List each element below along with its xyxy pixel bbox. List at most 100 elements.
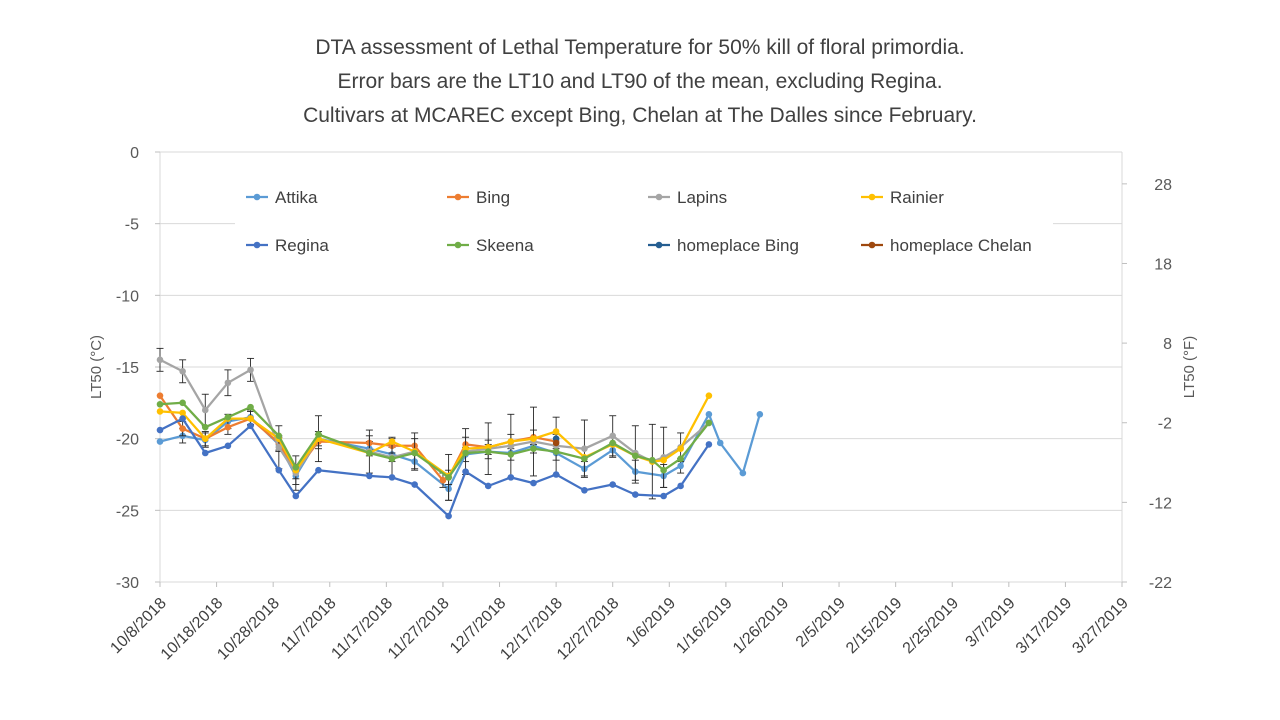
regina-point (275, 466, 283, 474)
lapins-point (247, 366, 254, 374)
skeena-point (632, 452, 639, 460)
skeena-point (581, 455, 588, 463)
y-tick-label: -30 (116, 575, 139, 592)
skeena-point (179, 399, 186, 407)
regina-point (530, 479, 537, 487)
legend-item-bing: Bing (447, 188, 510, 207)
regina-point (445, 512, 452, 520)
y-tick-label: -5 (125, 217, 139, 234)
rainier-point (247, 415, 254, 422)
legend-swatch-marker (655, 241, 663, 249)
y-axis-title: LT50 (°C) (88, 335, 105, 399)
legend-label: homeplace Bing (677, 236, 799, 255)
series-regina (156, 415, 713, 520)
legend-label: Bing (476, 188, 510, 207)
regina-point (581, 486, 588, 494)
legend-swatch-marker (253, 193, 261, 201)
x-tick-label: 1/26/2019 (730, 595, 792, 657)
regina-point (677, 482, 684, 490)
rainier-point (660, 456, 667, 464)
regina-point (247, 422, 254, 430)
skeena-point (660, 466, 667, 474)
skeena-point (552, 448, 560, 455)
x-tick-label: 2/25/2019 (900, 595, 962, 657)
rainier-point (705, 392, 713, 399)
attika-point (739, 469, 747, 477)
skeena-point (201, 423, 209, 431)
legend-item-regina: Regina (246, 236, 329, 255)
skeena-line (159, 401, 710, 479)
bing-point (156, 392, 164, 399)
skeena-point (677, 455, 684, 463)
lapins-point (581, 445, 588, 453)
bing-point (179, 425, 186, 432)
skeena-point (649, 456, 656, 464)
skeena-point (156, 400, 164, 408)
regina-point (552, 471, 560, 478)
attika-point (156, 438, 164, 445)
regina-point (292, 492, 300, 500)
skeena-point (530, 445, 537, 453)
skeena-point (366, 449, 373, 457)
y2-tick-label: -22 (1149, 575, 1172, 592)
x-tick-label: 11/27/2018 (385, 595, 453, 663)
rainier-point (179, 409, 186, 417)
rainier-point (530, 435, 537, 442)
lapins-point (275, 443, 283, 451)
legend-swatch-marker (454, 193, 462, 201)
legend-item-attika: Attika (246, 188, 318, 207)
skeena-point (507, 451, 515, 458)
x-tick-label: 12/27/2018 (554, 595, 623, 664)
legend-item-homeplace-chelan: homeplace Chelan (861, 236, 1032, 255)
y-tick-label: -20 (116, 432, 139, 449)
skeena-point (445, 474, 452, 481)
skeena-point (705, 419, 713, 427)
rainier-point (201, 435, 209, 442)
regina-point (660, 492, 667, 500)
x-tick-label: 1/6/2019 (623, 595, 679, 651)
lapins-point (224, 379, 232, 387)
skeena-point (275, 432, 283, 440)
y2-tick-label: 8 (1163, 336, 1172, 353)
x-tick-label: 11/7/2018 (278, 595, 340, 657)
skeena-point (224, 413, 232, 421)
rainier-point (552, 428, 560, 435)
skeena-point (247, 403, 254, 411)
regina-point (462, 468, 469, 475)
rainier-point (677, 445, 684, 453)
regina-point (632, 491, 639, 498)
legend-item-skeena: Skeena (447, 236, 534, 255)
x-tick-label: 1/16/2019 (673, 595, 735, 657)
y-tick-label: 0 (130, 145, 139, 162)
regina-point (388, 474, 396, 481)
y-tick-label: -10 (116, 288, 139, 305)
legend-swatch-marker (868, 241, 876, 249)
legend-swatch-marker (868, 193, 876, 201)
regina-point (507, 474, 515, 481)
regina-point (411, 481, 418, 488)
x-tick-label: 2/15/2019 (843, 595, 905, 657)
y2-tick-label: -12 (1149, 495, 1172, 512)
chart-title-line-2: Error bars are the LT10 and LT90 of the … (337, 70, 943, 93)
legend-swatch-marker (454, 241, 462, 249)
x-tick-label: 10/28/2018 (214, 595, 283, 664)
legend-label: Regina (275, 236, 329, 255)
lapins-point (201, 406, 209, 414)
rainier-point (507, 438, 515, 445)
legend-label: homeplace Chelan (890, 236, 1032, 255)
bing-line (159, 395, 557, 482)
y2-tick-label: 18 (1154, 256, 1172, 273)
legend-box (235, 172, 1053, 267)
regina-point (609, 481, 617, 488)
skeena-point (292, 464, 300, 471)
chart-title-line-1: DTA assessment of Lethal Temperature for… (315, 36, 965, 59)
attika-point (716, 439, 724, 447)
skeena-point (462, 449, 469, 457)
skeena-point (609, 439, 617, 447)
attika-point (705, 411, 713, 418)
x-tick-label: 2/5/2019 (793, 595, 849, 651)
bing-point (439, 476, 447, 484)
x-tick-label: 3/27/2019 (1069, 595, 1131, 657)
